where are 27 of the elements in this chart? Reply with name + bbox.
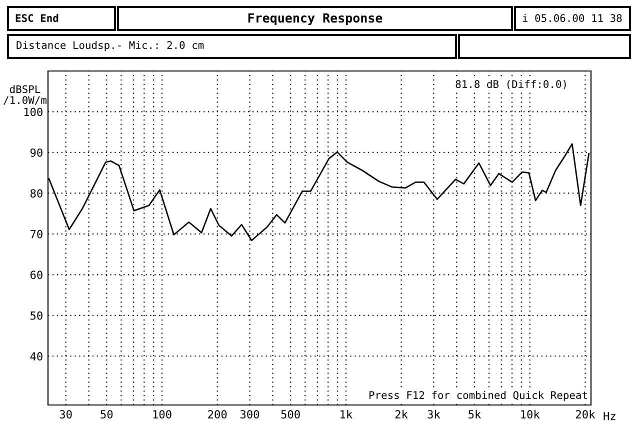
y-tick-label: 90	[30, 148, 42, 157]
annotation: Press F12 for combined Quick Repeat	[370, 390, 587, 402]
y-tick-label: 60	[30, 270, 42, 280]
x-tick-label: 100	[153, 410, 172, 419]
x-tick-label: 50	[100, 410, 113, 419]
y-tick-label: 40	[30, 352, 42, 361]
x-tick-label: 500	[281, 410, 300, 419]
y-axis-title: dBSPL /1.0W/m	[4, 85, 46, 105]
chart-title: Frequency Response	[248, 13, 382, 26]
y-tick-label: 50	[30, 311, 42, 320]
x-tick-label: 2k	[395, 410, 408, 418]
y-tick-label: 70	[30, 230, 42, 238]
text: i 05.06.00 11 38	[522, 14, 622, 22]
x-tick-label: 20k	[576, 410, 596, 419]
x-tick-label: 1k	[340, 410, 352, 418]
x-tick-label: 300	[240, 410, 260, 419]
y-tick-label: 80	[30, 189, 42, 198]
x-tick-label: 30	[60, 410, 72, 419]
x-tick-label: 10k	[521, 410, 540, 419]
x-axis-title: Hz	[604, 412, 616, 420]
x-tick-label: 3k	[428, 410, 440, 419]
x-tick-label: 5k	[468, 410, 482, 419]
text: Distance Loudsp.- Mic.: 2.0 cm	[16, 40, 204, 52]
text: ESC End	[16, 14, 58, 22]
y-tick-label: 100	[24, 108, 42, 116]
annotation: 81.8 dB (Diff:0.0)	[456, 80, 566, 90]
x-tick-label: 200	[208, 410, 227, 419]
